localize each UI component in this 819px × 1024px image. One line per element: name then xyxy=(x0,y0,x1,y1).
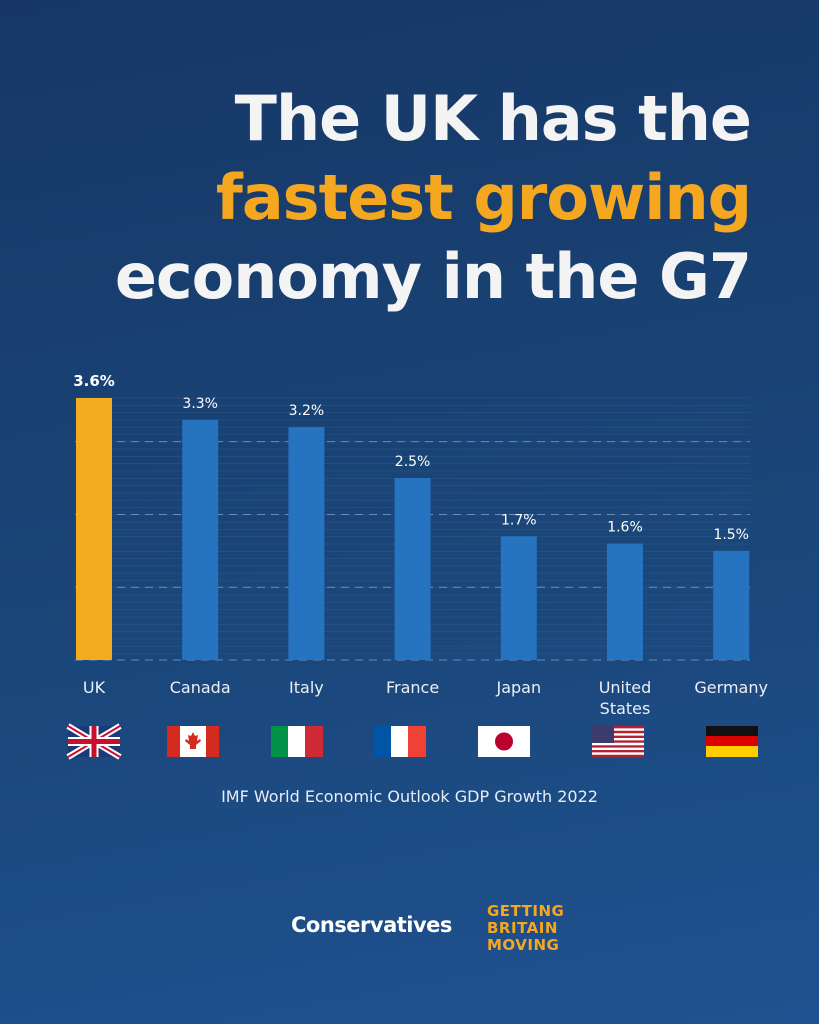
flag-canada xyxy=(167,726,219,757)
category-label: Italy xyxy=(289,678,324,697)
source: IMF World Economic Outlook GDP Growth 20… xyxy=(221,787,598,806)
flag-france xyxy=(374,726,426,757)
category-label: France xyxy=(385,678,440,697)
bar xyxy=(182,419,219,660)
value-label: 1.7% xyxy=(501,512,537,528)
value-label: 1.6% xyxy=(607,520,643,536)
flag-us xyxy=(592,726,644,758)
value-label: 3.3% xyxy=(182,396,218,412)
flag-italy xyxy=(271,726,323,757)
slogan: GETTING xyxy=(487,902,565,920)
category-label: United States xyxy=(598,678,652,718)
category-label: Germany xyxy=(694,678,768,697)
title-line: economy in the G7 xyxy=(114,240,752,313)
title-line: fastest growing xyxy=(215,161,752,234)
value-label: 3.2% xyxy=(289,403,325,419)
category-label: Canada xyxy=(169,678,231,697)
bar xyxy=(607,543,643,660)
category-label: Japan xyxy=(496,678,542,697)
bar xyxy=(500,536,537,660)
bar xyxy=(76,398,112,660)
value-label: 3.6% xyxy=(73,372,115,390)
slogan: MOVING xyxy=(487,936,560,954)
bar xyxy=(713,550,750,660)
title-line: The UK has the xyxy=(234,82,752,155)
flag-germany xyxy=(706,726,758,757)
bar xyxy=(394,478,431,660)
slogan: BRITAIN xyxy=(487,919,558,937)
flag-japan xyxy=(478,726,530,757)
category-label: UK xyxy=(82,678,106,697)
flag-uk xyxy=(66,723,122,760)
chart: 3.6% 3.3% 3.2% 2.5% 1.7% 1.6% 1.5% xyxy=(66,372,758,760)
value-label: 1.5% xyxy=(713,527,749,543)
value-label: 2.5% xyxy=(395,454,431,470)
bar xyxy=(288,427,325,660)
brand: Conservatives xyxy=(291,913,452,937)
